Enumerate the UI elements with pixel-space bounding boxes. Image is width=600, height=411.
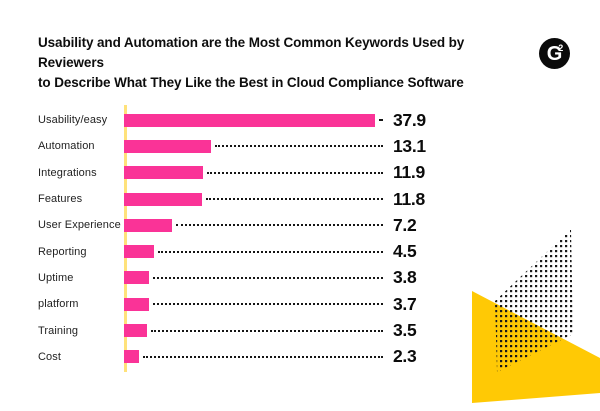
category-label: Reporting bbox=[38, 245, 87, 258]
chart-rows: Usability/easy 37.9 Automation 13.1 Integrat… bbox=[38, 107, 560, 370]
bar-track bbox=[124, 297, 391, 311]
bar-track bbox=[124, 113, 391, 127]
bar bbox=[124, 113, 375, 127]
value-label: 3.8 bbox=[393, 267, 417, 288]
value-label: 37.9 bbox=[393, 109, 426, 130]
chart-row: Features 11.8 bbox=[38, 186, 560, 212]
category-label: Uptime bbox=[38, 271, 74, 284]
corner-decoration bbox=[472, 229, 600, 403]
chart-row: User Experience 7.2 bbox=[38, 212, 560, 238]
category-label: Integrations bbox=[38, 166, 97, 179]
chart-row: Reporting 4.5 bbox=[38, 238, 560, 264]
bar bbox=[124, 297, 149, 311]
value-label: 4.5 bbox=[393, 241, 417, 262]
bar bbox=[124, 218, 172, 232]
chart-title-line2: to Describe What They Like the Best in C… bbox=[38, 75, 464, 90]
bar bbox=[124, 245, 154, 259]
bar-track bbox=[124, 139, 391, 153]
value-label: 3.7 bbox=[393, 293, 417, 314]
bar bbox=[124, 192, 203, 206]
y-axis-line bbox=[124, 105, 127, 372]
category-label: Automation bbox=[38, 140, 95, 153]
chart-title: Usability and Automation are the Most Co… bbox=[38, 33, 533, 93]
chart-row: Automation 13.1 bbox=[38, 133, 560, 159]
chart-row: Uptime 3.8 bbox=[38, 265, 560, 291]
leader-dots bbox=[153, 276, 383, 279]
bar-track bbox=[124, 324, 391, 338]
leader-dots bbox=[143, 355, 383, 358]
category-label: platform bbox=[38, 298, 79, 311]
bar bbox=[124, 166, 203, 180]
bar-track bbox=[124, 166, 391, 180]
g2-logo: G 2 bbox=[539, 38, 570, 69]
leader-dots bbox=[157, 250, 383, 253]
chart-row: Cost 2.3 bbox=[38, 344, 560, 370]
bar-chart: Usability/easy 37.9 Automation 13.1 Integrat… bbox=[38, 107, 560, 370]
category-label: Features bbox=[38, 193, 83, 206]
bar-track bbox=[124, 218, 391, 232]
leader-dots bbox=[378, 119, 383, 122]
chart-title-line1: Usability and Automation are the Most Co… bbox=[38, 35, 465, 70]
bar bbox=[124, 324, 148, 338]
value-label: 13.1 bbox=[393, 135, 426, 156]
category-label: Usability/easy bbox=[38, 114, 108, 127]
bar bbox=[124, 271, 150, 285]
leader-dots bbox=[206, 198, 383, 201]
bar-track bbox=[124, 192, 391, 206]
value-label: 2.3 bbox=[393, 346, 417, 367]
leader-dots bbox=[151, 329, 383, 332]
value-label: 11.8 bbox=[393, 188, 425, 209]
dotted-triangle-shape bbox=[495, 229, 573, 372]
leader-dots bbox=[206, 171, 383, 174]
value-label: 3.5 bbox=[393, 320, 417, 341]
chart-row: Integrations 11.9 bbox=[38, 160, 560, 186]
g2-logo-letter: G bbox=[546, 42, 563, 65]
value-label: 11.9 bbox=[393, 162, 425, 183]
g2-logo-superscript: 2 bbox=[558, 43, 564, 53]
leader-dots bbox=[214, 145, 383, 148]
bar bbox=[124, 350, 140, 364]
category-label: Training bbox=[38, 324, 79, 337]
chart-row: platform 3.7 bbox=[38, 291, 560, 317]
leader-dots bbox=[152, 303, 383, 306]
bar-track bbox=[124, 350, 391, 364]
chart-row: Training 3.5 bbox=[38, 317, 560, 343]
chart-row: Usability/easy 37.9 bbox=[38, 107, 560, 133]
value-label: 7.2 bbox=[393, 214, 417, 235]
bar-track bbox=[124, 245, 391, 259]
leader-dots bbox=[175, 224, 383, 227]
bar bbox=[124, 139, 211, 153]
bar-track bbox=[124, 271, 391, 285]
category-label: User Experience bbox=[38, 219, 121, 232]
category-label: Cost bbox=[38, 350, 62, 363]
